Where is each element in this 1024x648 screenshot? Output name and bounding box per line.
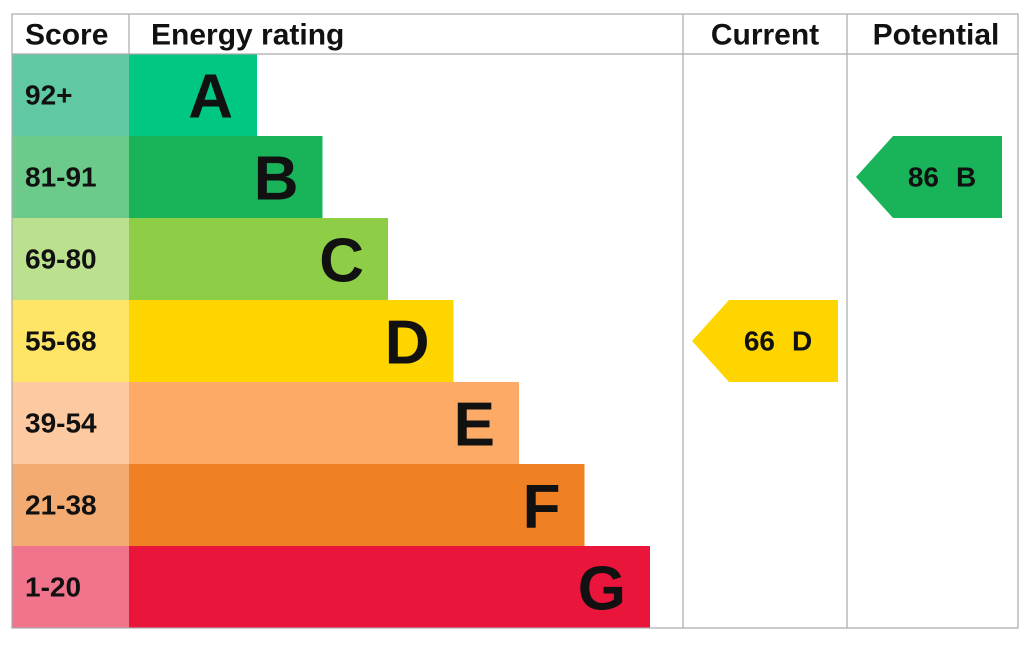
current-band: D xyxy=(792,326,812,357)
score-cell xyxy=(12,382,129,464)
score-header: Score xyxy=(25,19,108,52)
score-label: 69-80 xyxy=(25,244,97,275)
rating-bar xyxy=(129,136,323,218)
potential-arrow xyxy=(856,136,1002,218)
band-letter: D xyxy=(385,309,430,378)
score-label: 81-91 xyxy=(25,162,97,193)
rating-header: Energy rating xyxy=(151,19,344,52)
score-cell xyxy=(12,300,129,382)
potential-value: 86 xyxy=(908,162,939,193)
score-label: 92+ xyxy=(25,80,73,111)
band-letter: C xyxy=(319,227,364,296)
rating-bar xyxy=(129,546,650,628)
potential-header: Potential xyxy=(873,19,1000,52)
background xyxy=(11,13,1019,629)
rating-bar xyxy=(129,54,257,136)
rating-bar xyxy=(129,300,454,382)
foreground: Score Energy rating Current Potential 92… xyxy=(25,19,999,624)
frame xyxy=(11,13,1019,629)
band-letter: G xyxy=(578,555,626,624)
score-label: 39-54 xyxy=(25,408,97,439)
rating-bar xyxy=(129,464,585,546)
band-letter: A xyxy=(188,63,233,132)
score-cell xyxy=(12,54,129,136)
score-label: 21-38 xyxy=(25,490,97,521)
score-cell xyxy=(12,136,129,218)
rating-bar xyxy=(129,218,388,300)
score-label: 55-68 xyxy=(25,326,97,357)
current-value: 66 xyxy=(744,326,775,357)
score-label: 1-20 xyxy=(25,572,81,603)
band-letter: F xyxy=(523,473,561,542)
score-cell xyxy=(12,546,129,628)
score-cell xyxy=(12,464,129,546)
rating-bar xyxy=(129,382,519,464)
band-letter: E xyxy=(454,391,495,460)
current-arrow xyxy=(692,300,838,382)
score-cell xyxy=(12,218,129,300)
band-letter: B xyxy=(254,145,299,214)
potential-band: B xyxy=(956,162,976,193)
current-header: Current xyxy=(711,19,819,52)
